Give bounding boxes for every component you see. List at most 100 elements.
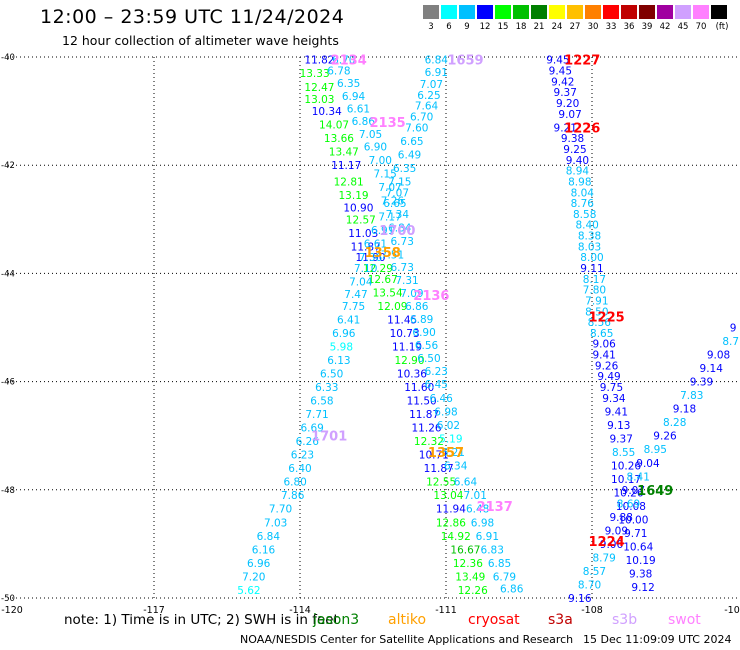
wave-height-value: 7.01 bbox=[464, 490, 487, 502]
legend-label: 45 bbox=[677, 22, 689, 32]
wave-height-value: 11.50 bbox=[407, 396, 437, 408]
wave-height-value: 7.64 bbox=[415, 101, 439, 113]
wave-height-value: 7.03 bbox=[264, 517, 287, 529]
wave-height-value: 9.41 bbox=[592, 350, 615, 362]
pass-time-label: 2135 bbox=[370, 116, 406, 131]
wave-height-value: 7.10 bbox=[354, 263, 377, 275]
pass-time-label: 2137 bbox=[477, 500, 513, 515]
wave-height-value: 7.07 bbox=[420, 79, 443, 91]
wave-height-value: 8.03 bbox=[578, 241, 601, 253]
wave-height-value: 12.67 bbox=[368, 274, 398, 286]
wave-height-value: 9.16 bbox=[568, 593, 592, 605]
wave-height-value: 13.03 bbox=[304, 94, 334, 106]
pass-time-label: 2136 bbox=[413, 289, 449, 304]
wave-height-value: 9.34 bbox=[602, 393, 626, 405]
legend-label: 3 bbox=[428, 22, 434, 32]
wave-height-value: 6.25 bbox=[417, 90, 440, 102]
wave-height-value: 7.47 bbox=[344, 289, 367, 301]
y-tick-label: -44 bbox=[1, 269, 15, 279]
wave-height-value: 6.35 bbox=[393, 163, 416, 175]
wave-height-value: 9.45 bbox=[546, 55, 569, 67]
wave-height-value: 6.02 bbox=[437, 420, 460, 432]
wave-height-value: 9.88 bbox=[610, 512, 633, 524]
x-tick-label: -108 bbox=[581, 605, 603, 616]
pass-time-label: 1226 bbox=[564, 121, 600, 136]
legend-swatch bbox=[657, 5, 673, 19]
wave-height-value: 12.32 bbox=[414, 436, 444, 448]
wave-height-value: 7.36 bbox=[359, 252, 383, 264]
wave-height-value: 6.46 bbox=[429, 393, 453, 405]
x-tick-label: -120 bbox=[1, 605, 23, 616]
wave-height-value: 8.95 bbox=[644, 444, 667, 456]
legend-label: 15 bbox=[497, 22, 509, 32]
wave-height-value: 6.98 bbox=[434, 406, 457, 418]
wave-height-value: 12.57 bbox=[346, 214, 376, 226]
wave-height-value: 6.86 bbox=[500, 583, 524, 595]
satellite-legend-item: jason3 bbox=[313, 612, 360, 628]
wave-height-value: 11.94 bbox=[436, 504, 466, 516]
wave-height-value: 7.26 bbox=[381, 195, 405, 207]
satellite-legend-item: s3a bbox=[548, 612, 573, 628]
wave-height-value: 6.16 bbox=[252, 544, 276, 556]
wave-height-value: 13.49 bbox=[455, 571, 485, 583]
wave-height-value: 6.91 bbox=[371, 225, 394, 237]
wave-height-value: 12.09 bbox=[377, 301, 407, 313]
wave-height-value: 9.25 bbox=[563, 144, 586, 156]
pass-time-label: 1649 bbox=[637, 484, 673, 499]
legend-swatch bbox=[459, 5, 475, 19]
wave-height-value: 7.60 bbox=[405, 122, 428, 134]
wave-height-value: 8.79 bbox=[592, 552, 615, 564]
legend-swatch bbox=[675, 5, 691, 19]
wave-height-value: 12.86 bbox=[436, 517, 466, 529]
wave-height-value: 8.98 bbox=[568, 176, 591, 188]
y-tick-label: -46 bbox=[1, 378, 15, 388]
legend-swatch bbox=[603, 5, 619, 19]
wave-height-value: 6.84 bbox=[388, 222, 412, 234]
wave-height-value: 8.56 bbox=[588, 317, 612, 329]
wave-height-value: 7.71 bbox=[305, 409, 328, 421]
pass-time-labels: 2134 1659 1227 1226 2135 1700 1358 2136 1225 1701… bbox=[311, 54, 673, 550]
legend-swatch bbox=[513, 5, 529, 19]
legend-label: 6 bbox=[446, 22, 452, 32]
y-tick-label: -50 bbox=[1, 594, 15, 604]
wave-height-value: 11.87 bbox=[424, 463, 454, 475]
wave-height-value: 7.07 bbox=[386, 187, 409, 199]
wave-height-value: 9.18 bbox=[673, 404, 696, 416]
wave-height-value: 10.00 bbox=[618, 515, 648, 527]
wave-height-value: 7.51 bbox=[381, 249, 404, 261]
wave-height-value: 9.49 bbox=[597, 371, 620, 383]
wave-height-value: 9 bbox=[730, 323, 737, 335]
map-title: 12:00 – 23:59 UTC 11/24/2024 bbox=[40, 6, 345, 28]
wave-height-value: 9.07 bbox=[558, 109, 581, 121]
wave-height-value: 6.61 bbox=[347, 103, 370, 115]
legend-label: 24 bbox=[551, 22, 563, 32]
wave-height-value: 10.08 bbox=[616, 501, 646, 513]
wave-height-value: 6.90 bbox=[364, 141, 387, 153]
legend-label: 70 bbox=[695, 22, 707, 32]
map-subtitle: 12 hour collection of altimeter wave hei… bbox=[62, 33, 339, 48]
wave-height-value: 7.00 bbox=[369, 155, 392, 167]
wave-height-value: 8.69 bbox=[617, 498, 640, 510]
wave-height-value: 8.04 bbox=[571, 187, 595, 199]
wave-height-value: 6.65 bbox=[400, 136, 423, 148]
y-tick-label: -42 bbox=[1, 161, 15, 171]
pass-time-label: 2134 bbox=[331, 54, 367, 69]
wave-height-value: 6.79 bbox=[493, 571, 516, 583]
satellite-legend-item: altiko bbox=[388, 612, 427, 628]
credit-text: NOAA/NESDIS Center for Satellite Applica… bbox=[240, 633, 574, 646]
wave-height-value: 9.21 bbox=[554, 122, 577, 134]
wave-height-value: 6.86 bbox=[405, 301, 429, 313]
y-tick-label: -48 bbox=[1, 486, 15, 496]
legend-swatch bbox=[693, 5, 709, 19]
wave-height-value: 13.19 bbox=[339, 190, 369, 202]
legend-label: 36 bbox=[623, 22, 635, 32]
wave-height-value: 8.40 bbox=[575, 220, 598, 232]
wave-height-value: 11.45 bbox=[387, 314, 417, 326]
wave-height-value: 7.20 bbox=[242, 571, 265, 583]
wave-height-value: 6.73 bbox=[391, 236, 414, 248]
wave-height-value: 9.37 bbox=[554, 87, 577, 99]
wave-height-value: 11.90 bbox=[356, 252, 386, 264]
legend-unit: (ft) bbox=[715, 22, 729, 32]
y-tick-label: -40 bbox=[1, 53, 15, 63]
